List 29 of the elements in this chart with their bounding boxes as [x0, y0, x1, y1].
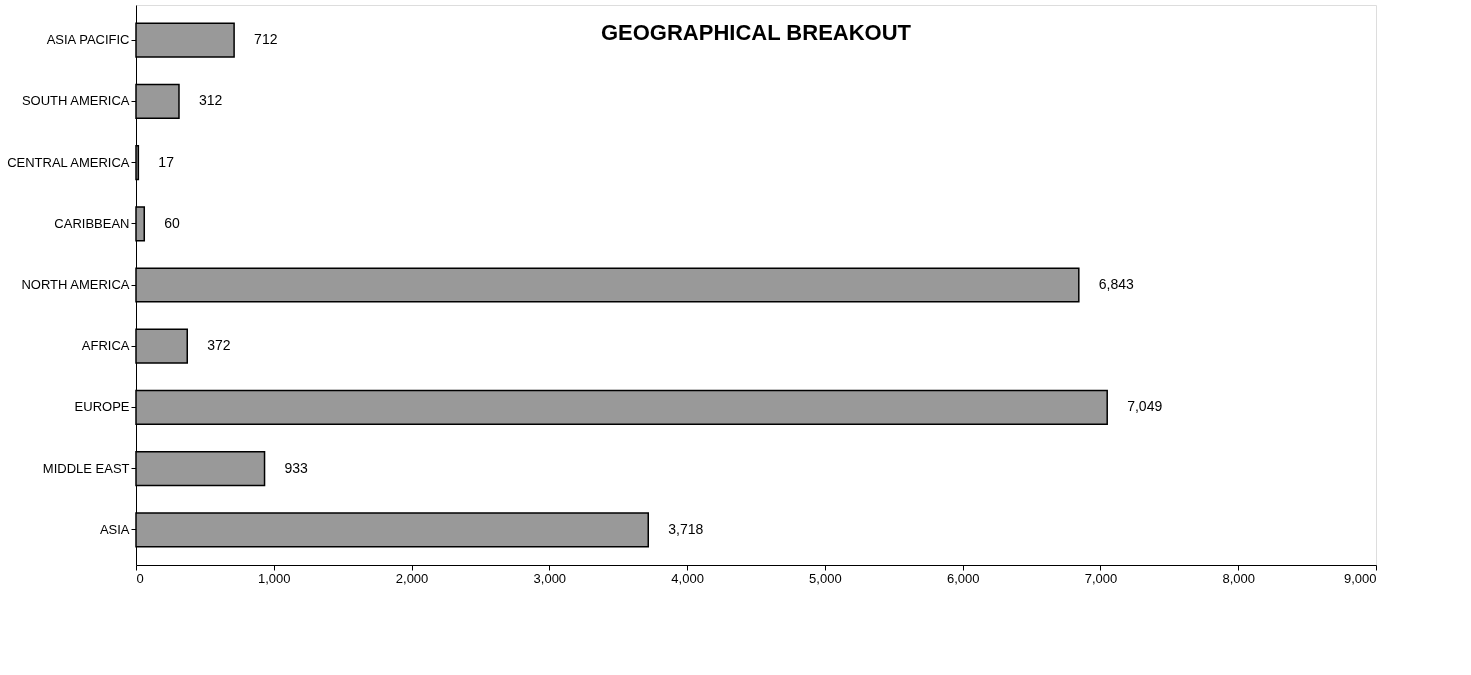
y-tick-label: MIDDLE EAST — [42, 460, 130, 476]
y-tick-label: NORTH AMERICA — [21, 277, 130, 292]
x-tick-label: 4,000 — [671, 570, 704, 586]
x-tick-label: 0 — [136, 570, 144, 586]
x-tick-label: 1,000 — [258, 570, 291, 586]
y-tick-label: CARIBBEAN — [54, 215, 130, 231]
text: GEOGRAPHICAL BREAKOUT — [600, 20, 912, 45]
x-tick-label: 9,000 — [1343, 570, 1377, 586]
data-label: 17 — [158, 153, 175, 170]
y-tick-label: ASIA — [99, 521, 130, 537]
y-tick-label: SOUTH AMERICA — [21, 93, 130, 109]
x-tick-label: 6,000 — [946, 570, 980, 586]
data-label: 7,049 — [1127, 398, 1163, 415]
data-label: 312 — [198, 92, 223, 109]
data-label: 712 — [254, 31, 278, 48]
x-tick-label: 7,000 — [1084, 570, 1118, 586]
x-tick-label: 8,000 — [1222, 570, 1255, 586]
y-tick-label: ASIA PACIFIC — [46, 32, 130, 48]
data-label: 60 — [164, 214, 181, 231]
y-tick-label: EUROPE — [74, 399, 130, 415]
x-tick-label: 2,000 — [395, 570, 429, 586]
data-label: 372 — [207, 337, 231, 354]
data-label: 3,718 — [668, 520, 704, 537]
data-label: 6,843 — [1098, 276, 1135, 292]
y-tick-label: AFRICA — [81, 338, 130, 354]
x-tick-label: 3,000 — [533, 570, 567, 586]
y-tick-label: CENTRAL AMERICA — [7, 154, 130, 170]
data-label: 933 — [284, 459, 309, 476]
x-tick-label: 5,000 — [809, 570, 842, 586]
